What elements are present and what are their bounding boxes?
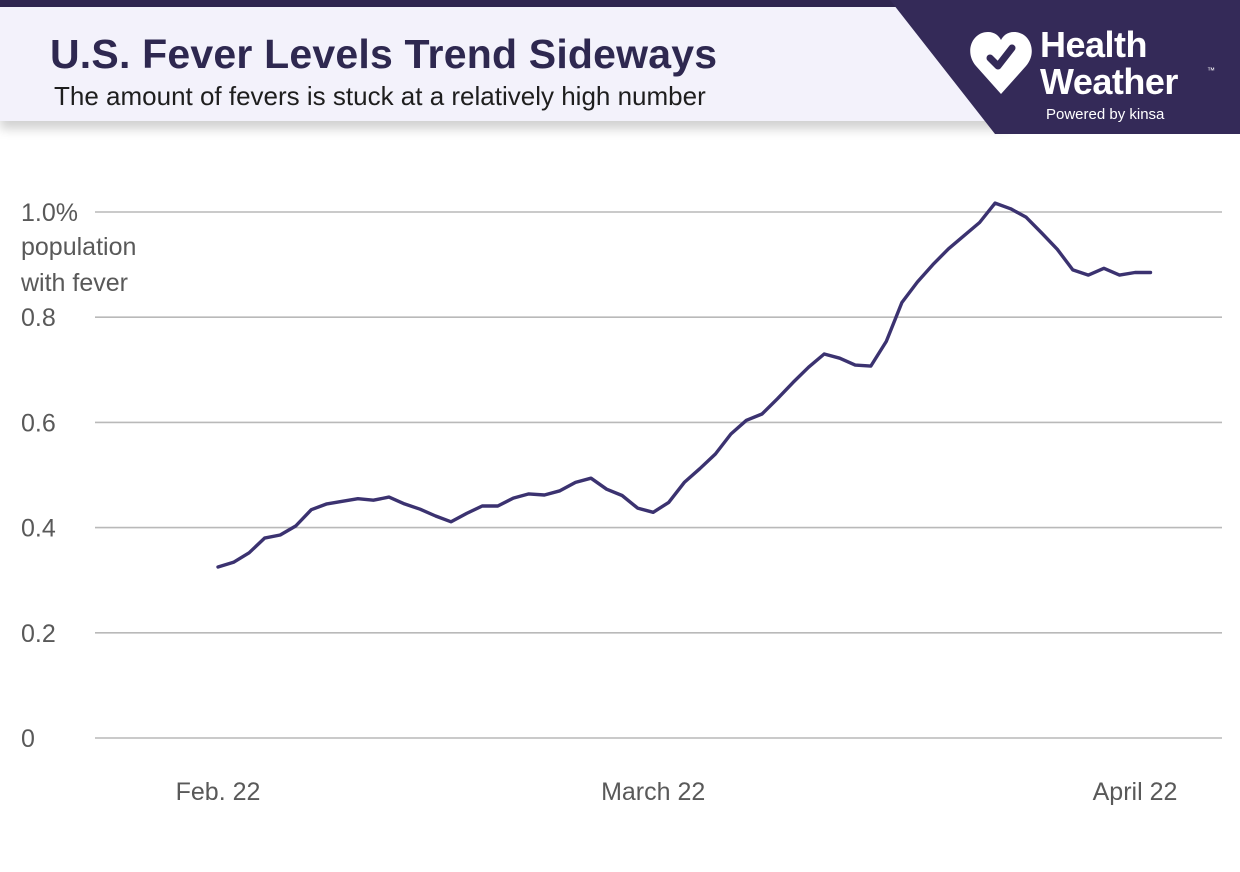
series-line (216, 201, 1153, 569)
heart-check-icon (970, 32, 1032, 94)
page-title: U.S. Fever Levels Trend Sideways (50, 31, 718, 77)
trademark-mark: ™ (1207, 66, 1215, 75)
y-axis-label: population (21, 233, 136, 261)
x-tick-label: Feb. 22 (176, 778, 261, 806)
y-tick-label: 0.8 (21, 304, 56, 332)
brand-panel-shape (890, 0, 1240, 134)
x-tick-label: April 22 (1093, 778, 1178, 806)
y-axis-label: with fever (20, 269, 128, 297)
brand-tagline: Powered by kinsa (1046, 106, 1165, 123)
y-tick-label: 0.4 (21, 515, 56, 543)
brand-name: Health Weather (1040, 24, 1178, 102)
x-tick-label: March 22 (601, 778, 705, 806)
page-subtitle: The amount of fevers is stuck at a relat… (54, 81, 706, 111)
brand-panel: Health Weather ™ Powered by kinsa (0, 0, 1240, 140)
header-band: U.S. Fever Levels Trend Sideways The amo… (0, 7, 1010, 121)
y-tick-label: 1.0% (21, 199, 78, 227)
line-chart: 0 0.2 0.4 0.6 0.8 1.0% population with fever Feb… (20, 199, 1222, 806)
y-tick-label: 0.2 (21, 620, 56, 648)
y-tick-label: 0 (21, 725, 35, 753)
y-tick-label: 0.6 (21, 409, 56, 437)
top-accent-strip (0, 0, 1240, 7)
